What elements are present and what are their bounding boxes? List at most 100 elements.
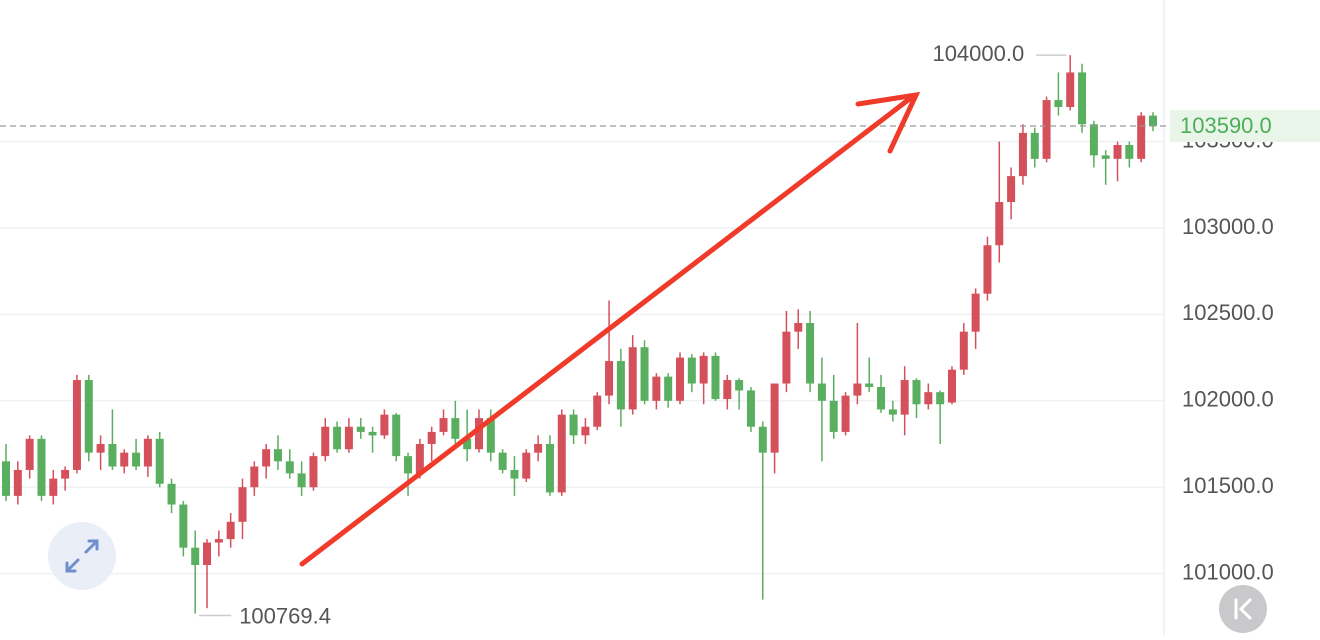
candle-body [262, 449, 271, 467]
candle-body [404, 456, 413, 474]
candle-body [463, 438, 472, 450]
candle-body [1101, 155, 1110, 159]
candle-body [829, 400, 838, 432]
candle-body [746, 390, 755, 427]
candle-body [1007, 176, 1016, 203]
candle-body [983, 245, 992, 294]
candle-body [936, 392, 945, 405]
candle-body [486, 418, 495, 453]
candle-body [581, 426, 590, 436]
candle-body [273, 449, 282, 462]
candle-body [25, 438, 34, 470]
candle-body [498, 452, 507, 470]
candle-body [569, 414, 578, 436]
candle-body [380, 414, 389, 436]
candle-body [640, 347, 649, 401]
candle-body [971, 293, 980, 332]
candle-body [758, 426, 767, 453]
grid [0, 140, 1164, 575]
candle-body [545, 444, 554, 493]
candle-body [735, 380, 744, 391]
candle-body [1137, 115, 1146, 159]
candle-body [770, 383, 779, 453]
candle-body [226, 521, 235, 540]
candle-body [605, 361, 614, 396]
candle-body [947, 369, 956, 403]
candle-body [344, 426, 353, 450]
candle-body [959, 331, 968, 370]
candle-body [132, 452, 141, 467]
candle-body [841, 395, 850, 432]
candle-body [143, 438, 152, 467]
candle-body [534, 444, 543, 453]
candle-body [49, 478, 58, 496]
candle-body [155, 438, 164, 484]
candle-body [1030, 132, 1039, 159]
candle-body [865, 383, 874, 387]
candle-body [392, 414, 401, 457]
candle-body [13, 469, 22, 496]
candle-body [924, 392, 933, 405]
candle-body [203, 542, 212, 566]
y-tick-label: 103000.0 [1182, 214, 1274, 239]
candle-body [1066, 72, 1075, 107]
candle-body [61, 469, 70, 479]
candle-body [711, 355, 720, 400]
candle-body [439, 418, 448, 432]
candle-body [356, 426, 365, 432]
trend-arrow [299, 91, 921, 567]
candle-body [72, 380, 81, 470]
candle-body [723, 380, 732, 400]
candle-body [699, 355, 708, 384]
candle-body [214, 539, 223, 543]
candle-body [108, 444, 117, 467]
candle-body [616, 361, 625, 410]
candle-body [995, 202, 1004, 246]
candle-body [2, 461, 10, 496]
candle-body [1078, 72, 1087, 125]
candle-body [806, 323, 815, 384]
back-button[interactable] [1219, 585, 1267, 633]
candle-body [309, 456, 318, 488]
y-tick-label: 101500.0 [1182, 473, 1274, 498]
expand-button[interactable] [48, 522, 116, 590]
candle-body [321, 426, 330, 457]
candle-body [888, 409, 897, 415]
candle-body [522, 452, 531, 479]
candle-body [451, 418, 460, 439]
candle-body [676, 357, 685, 401]
candle-body [474, 418, 483, 450]
candle-body [510, 469, 519, 479]
candle-body [593, 395, 602, 427]
candle-body [37, 438, 46, 496]
candle-body [557, 414, 566, 493]
candle-body [427, 431, 436, 445]
candle-body [285, 461, 294, 474]
candle-body [628, 347, 637, 410]
labels: 101000.0 101500.0 102000.0 102500.0 103000.0… [0, 41, 1320, 628]
candle-body [912, 380, 921, 405]
candle-body [1125, 145, 1134, 159]
last-price-label: 103590.0 [1180, 113, 1272, 138]
candle-body [782, 331, 791, 384]
last-price-box [1170, 109, 1320, 142]
candle-body [1149, 115, 1157, 126]
candle-body [794, 323, 803, 332]
candle-body [1042, 100, 1051, 159]
candle-body [817, 383, 826, 401]
candle-body [1089, 124, 1098, 156]
candle-body [664, 376, 673, 401]
candle-body [84, 380, 93, 453]
candles [2, 55, 1157, 614]
low-label: 100769.4 [239, 603, 331, 628]
candle-body [191, 547, 200, 566]
candle-body [853, 383, 862, 396]
high-label: 104000.0 [932, 41, 1024, 66]
candle-body [238, 487, 247, 522]
candle-body [297, 473, 306, 488]
candle-body [877, 386, 886, 410]
candle-body [368, 431, 377, 436]
candle-body [1113, 145, 1122, 159]
candle-body [1018, 132, 1027, 177]
